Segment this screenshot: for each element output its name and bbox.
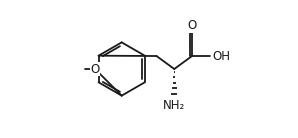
- Text: NH₂: NH₂: [163, 99, 185, 112]
- Text: O: O: [90, 63, 100, 75]
- Text: O: O: [188, 19, 197, 32]
- Text: OH: OH: [212, 50, 230, 63]
